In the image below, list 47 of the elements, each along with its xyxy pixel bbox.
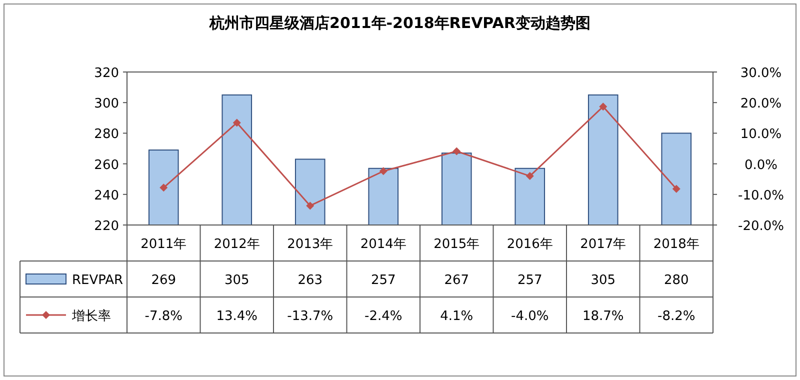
data-label: 269 <box>151 273 176 288</box>
data-label: 13.4% <box>216 309 258 324</box>
point <box>599 102 608 111</box>
data-label: 257 <box>370 273 396 288</box>
point <box>452 147 461 156</box>
x-tick-label: 2012年 <box>214 237 260 252</box>
y-tick-label: 220 <box>94 219 119 234</box>
x-tick-label: 2011年 <box>140 237 187 252</box>
data-label: -7.8% <box>144 309 182 324</box>
y2-tick-label: 20.0% <box>740 96 782 112</box>
chart-title: 杭州市四星级酒店2011年-2018年REVPAR变动趋势图 <box>208 14 590 32</box>
x-tick-label: 2015年 <box>434 237 480 252</box>
data-label: 280 <box>664 273 689 288</box>
data-label: -8.2% <box>658 309 696 324</box>
x-tick-label: 2018年 <box>653 237 700 252</box>
y-tick-label: 260 <box>94 158 119 173</box>
y2-tick-label: -20.0% <box>738 219 784 234</box>
data-label: 18.7% <box>582 309 624 324</box>
x-tick-label: 2017年 <box>580 237 626 252</box>
point <box>232 118 241 127</box>
y-tick-label: 300 <box>94 96 119 112</box>
data-label: -2.4% <box>364 309 402 324</box>
y2-tick-label: 30.0% <box>740 66 782 81</box>
data-label: -4.0% <box>511 309 549 324</box>
point <box>526 172 534 180</box>
point <box>160 184 168 192</box>
y2-tick-label: -10.0% <box>738 188 784 204</box>
legend-label: 增长率 <box>71 308 111 324</box>
y2-tick-label: 0.0% <box>744 158 778 173</box>
data-label: 267 <box>444 273 470 288</box>
data-label: -13.7% <box>287 309 334 324</box>
legend-label: REVPAR <box>72 273 124 288</box>
y-tick-label: 280 <box>94 127 119 142</box>
data-label: 305 <box>590 273 616 288</box>
point <box>379 167 388 176</box>
y-tick-label: 240 <box>94 188 119 204</box>
x-tick-label: 2013年 <box>287 237 334 252</box>
data-label: 4.1% <box>440 309 474 324</box>
data-label: 263 <box>298 273 323 288</box>
point <box>306 202 314 210</box>
y-tick-label: 320 <box>94 66 119 81</box>
x-tick-label: 2016年 <box>506 237 553 252</box>
x-tick-label: 2014年 <box>360 237 406 252</box>
point <box>672 184 680 193</box>
data-label: 257 <box>517 273 542 288</box>
data-label: 305 <box>224 273 250 288</box>
y2-tick-label: 10.0% <box>740 127 782 142</box>
